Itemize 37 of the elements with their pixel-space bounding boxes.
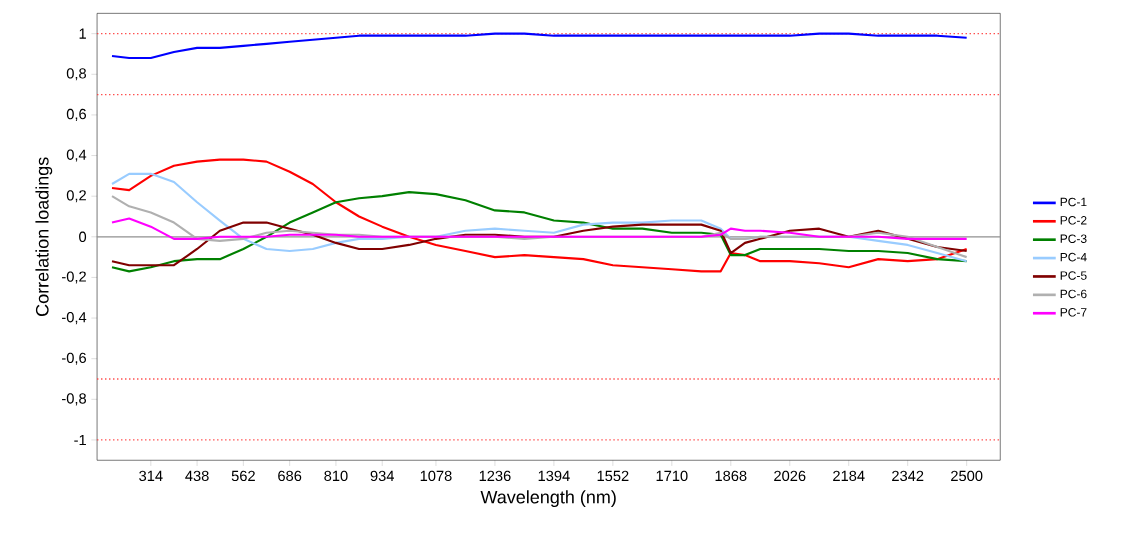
x-tick-label: 810 [324, 470, 348, 482]
x-tick-label: 1236 [479, 470, 511, 482]
y-tick-label: 0 [79, 231, 87, 243]
x-tick-label: 314 [139, 470, 163, 482]
x-tick-label: 934 [370, 470, 395, 482]
y-axis-title: Correlation loadings [35, 157, 53, 317]
x-tick-label: 686 [278, 470, 302, 482]
x-tick-label: 2026 [774, 470, 806, 482]
x-axis-title: Wavelength (nm) [480, 490, 616, 508]
legend-label: PC-2 [1060, 216, 1087, 225]
y-tick-label: 0,2 [66, 190, 86, 203]
legend-label: PC-1 [1060, 197, 1087, 207]
y-tick-label: 0,4 [66, 149, 87, 162]
y-tick-label: -0,4 [62, 312, 87, 325]
x-tick-label: 2342 [892, 470, 924, 482]
x-tick-label: 1394 [538, 470, 570, 482]
y-tick-label: -0,2 [62, 271, 86, 284]
y-tick-label: 0,8 [66, 68, 87, 81]
y-tick-label: -0,8 [62, 393, 87, 406]
x-tick-label: 438 [185, 470, 209, 482]
legend-label: PC-4 [1060, 253, 1087, 262]
x-tick-label: 2184 [833, 470, 865, 482]
legend-label: PC-3 [1060, 234, 1087, 244]
x-tick-label: 1710 [656, 470, 688, 482]
x-tick-label: 1868 [715, 470, 747, 482]
x-tick-label: 562 [231, 470, 255, 482]
x-tick-label: 2500 [951, 470, 983, 482]
legend-label: PC-6 [1060, 289, 1087, 299]
legend-label: PC-5 [1060, 271, 1087, 280]
y-tick-label: -1 [74, 435, 86, 446]
x-tick-label: 1078 [420, 470, 452, 482]
y-tick-label: 0,6 [66, 109, 87, 122]
line-series [110, 158, 968, 273]
x-tick-label: 1552 [597, 470, 629, 482]
legend-label: PC-7 [1060, 308, 1087, 317]
y-tick-label: 1 [79, 28, 86, 39]
y-tick-label: -0,6 [62, 352, 87, 365]
